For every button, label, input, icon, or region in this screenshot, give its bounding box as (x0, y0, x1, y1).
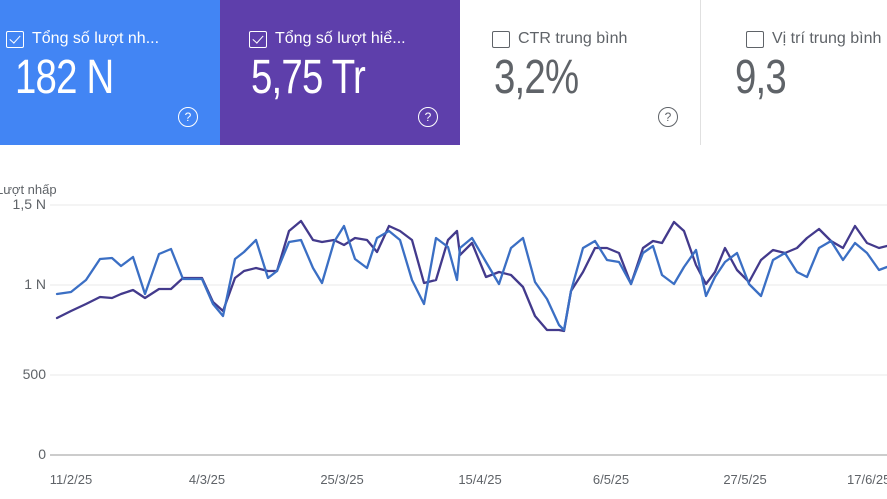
svg-text:4/3/25: 4/3/25 (189, 472, 225, 487)
svg-text:1,5 N: 1,5 N (13, 196, 46, 212)
svg-text:25/3/25: 25/3/25 (320, 472, 363, 487)
svg-text:500: 500 (23, 366, 47, 382)
svg-text:17/6/25: 17/6/25 (847, 472, 887, 487)
svg-text:1 N: 1 N (24, 276, 46, 292)
svg-text:15/4/25: 15/4/25 (458, 472, 501, 487)
svg-text:6/5/25: 6/5/25 (593, 472, 629, 487)
svg-text:27/5/25: 27/5/25 (723, 472, 766, 487)
svg-text:0: 0 (38, 446, 46, 462)
svg-text:11/2/25: 11/2/25 (50, 472, 92, 487)
